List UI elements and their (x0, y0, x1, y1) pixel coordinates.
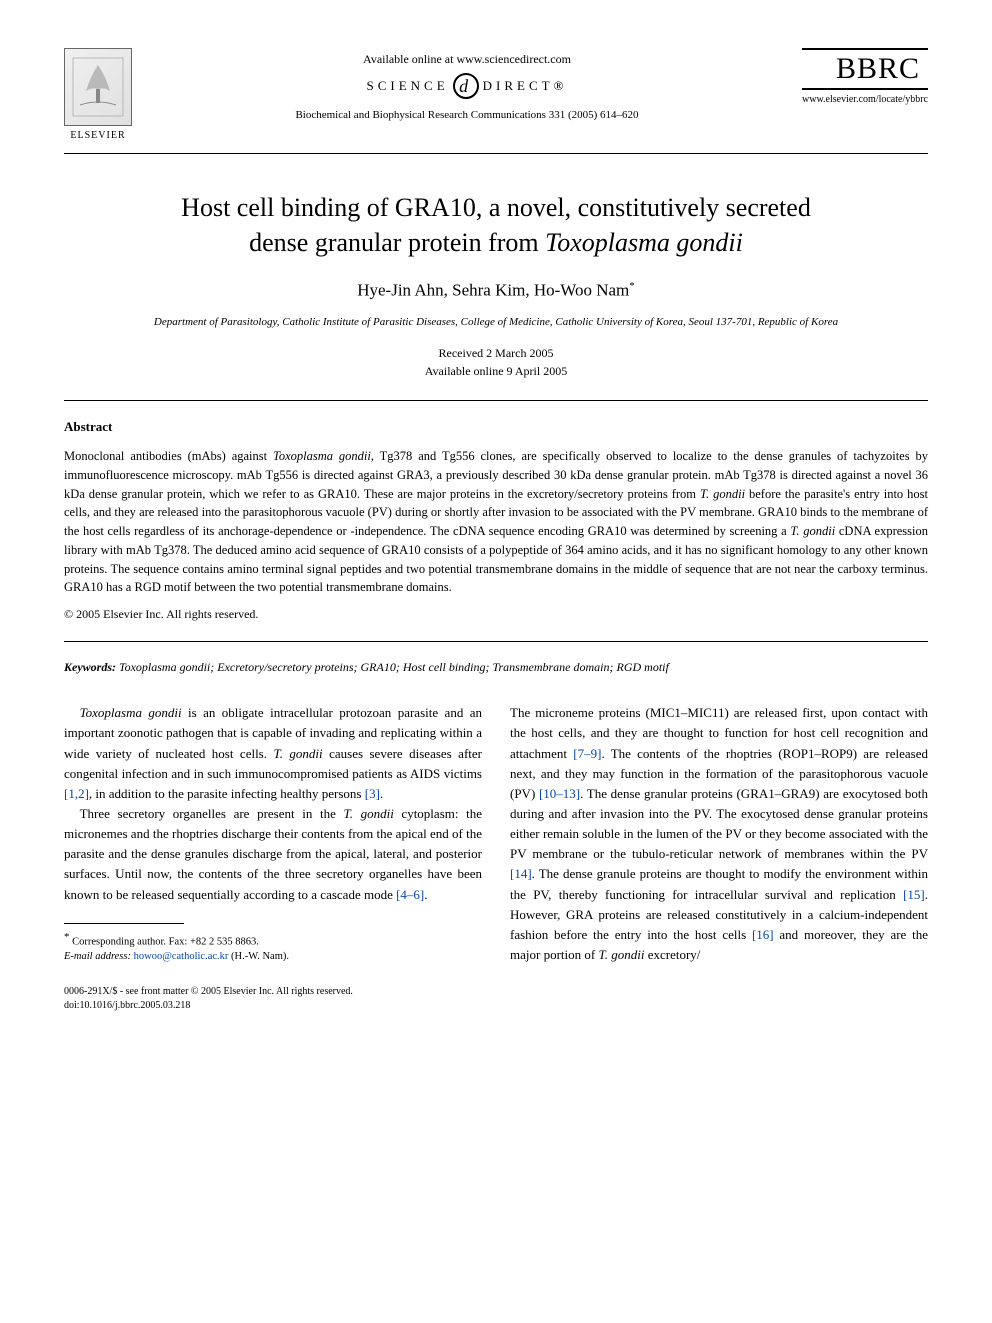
journal-abbrev: BBRC (802, 48, 928, 90)
publisher-name: ELSEVIER (64, 130, 132, 141)
available-online-text: Available online at www.sciencedirect.co… (132, 52, 802, 67)
column-left: Toxoplasma gondii is an obligate intrace… (64, 703, 482, 965)
email-suffix: (H.-W. Nam). (228, 951, 289, 962)
title-line-1: Host cell binding of GRA10, a novel, con… (181, 193, 811, 222)
ref-link-15[interactable]: [15] (903, 887, 925, 902)
article-title: Host cell binding of GRA10, a novel, con… (104, 190, 888, 260)
journal-url: www.elsevier.com/locate/ybbrc (802, 94, 928, 105)
sciencedirect-logo: SCIENCE d DIRECT® (132, 73, 802, 99)
ref-link-7-9[interactable]: [7–9] (573, 746, 601, 761)
abstract-species-2: T. gondii (700, 487, 745, 501)
header-center: Available online at www.sciencedirect.co… (132, 48, 802, 121)
column-right: The microneme proteins (MIC1–MIC11) are … (510, 703, 928, 965)
body-columns: Toxoplasma gondii is an obligate intrace… (64, 703, 928, 965)
p1-species-2: T. gondii (273, 746, 322, 761)
elsevier-tree-icon (64, 48, 132, 126)
ref-link-10-13[interactable]: [10–13] (539, 786, 580, 801)
footer-meta: 0006-291X/$ - see front matter © 2005 El… (64, 985, 928, 1013)
title-line-2-prefix: dense granular protein from (249, 228, 545, 257)
available-date: Available online 9 April 2005 (425, 364, 567, 378)
keywords-label: Keywords: (64, 660, 116, 674)
email-link[interactable]: howoo@catholic.ac.kr (134, 951, 229, 962)
publisher-block: ELSEVIER (64, 48, 132, 141)
authors-names: Hye-Jin Ahn, Sehra Kim, Ho-Woo Nam (357, 281, 629, 300)
p1-species-1: Toxoplasma gondii (80, 705, 182, 720)
footnote-star-icon: * (64, 931, 70, 943)
article-dates: Received 2 March 2005 Available online 9… (64, 344, 928, 380)
body-para-2: Three secretory organelles are present i… (64, 804, 482, 905)
keywords-line: Keywords: Toxoplasma gondii; Excretory/s… (64, 660, 928, 675)
sd-left: SCIENCE (367, 78, 449, 94)
email-label: E-mail address: (64, 951, 131, 962)
abstract-body: Monoclonal antibodies (mAbs) against Tox… (64, 447, 928, 623)
p3-frag-g: excretory/ (644, 947, 700, 962)
affiliation: Department of Parasitology, Catholic Ins… (124, 315, 868, 330)
p2-frag-a: Three secretory organelles are present i… (80, 806, 344, 821)
abstract-section: Abstract Monoclonal antibodies (mAbs) ag… (64, 400, 928, 642)
keywords-text: Toxoplasma gondii; Excretory/secretory p… (116, 660, 669, 674)
journal-reference: Biochemical and Biophysical Research Com… (132, 109, 802, 121)
p2-frag-c: . (424, 887, 427, 902)
footnote-separator (64, 923, 184, 924)
ref-link-14[interactable]: [14] (510, 866, 532, 881)
corresponding-star-icon: * (629, 280, 635, 292)
sd-right: DIRECT® (483, 78, 568, 94)
body-para-1: Toxoplasma gondii is an obligate intrace… (64, 703, 482, 804)
sd-d-icon: d (453, 73, 479, 99)
corresponding-footnote: * Corresponding author. Fax: +82 2 535 8… (64, 930, 482, 965)
abstract-frag-1: Monoclonal antibodies (mAbs) against (64, 449, 273, 463)
ref-link-3[interactable]: [3] (365, 786, 380, 801)
journal-brand-block: BBRC www.elsevier.com/locate/ybbrc (802, 48, 928, 105)
body-para-3: The microneme proteins (MIC1–MIC11) are … (510, 703, 928, 965)
page-header: ELSEVIER Available online at www.science… (64, 48, 928, 141)
ref-link-1-2[interactable]: [1,2] (64, 786, 89, 801)
p3-species-1: T. gondii (598, 947, 644, 962)
header-divider (64, 153, 928, 154)
received-date: Received 2 March 2005 (439, 346, 554, 360)
corresponding-text: Corresponding author. Fax: +82 2 535 886… (72, 936, 259, 947)
abstract-species-3: T. gondii (790, 524, 835, 538)
ref-link-16[interactable]: [16] (752, 927, 774, 942)
ref-link-4-6[interactable]: [4–6] (396, 887, 424, 902)
abstract-copyright: © 2005 Elsevier Inc. All rights reserved… (64, 605, 928, 623)
p1-frag-c: , in addition to the parasite infecting … (89, 786, 365, 801)
abstract-heading: Abstract (64, 419, 928, 435)
footer-line-1: 0006-291X/$ - see front matter © 2005 El… (64, 986, 353, 997)
p1-frag-d: . (380, 786, 383, 801)
p2-species-1: T. gondii (343, 806, 393, 821)
title-species: Toxoplasma gondii (545, 228, 743, 257)
abstract-species-1: Toxoplasma gondii (273, 449, 371, 463)
footer-doi: doi:10.1016/j.bbrc.2005.03.218 (64, 1000, 190, 1011)
authors-line: Hye-Jin Ahn, Sehra Kim, Ho-Woo Nam* (64, 280, 928, 301)
p3-frag-d: . The dense granule proteins are thought… (510, 866, 928, 901)
